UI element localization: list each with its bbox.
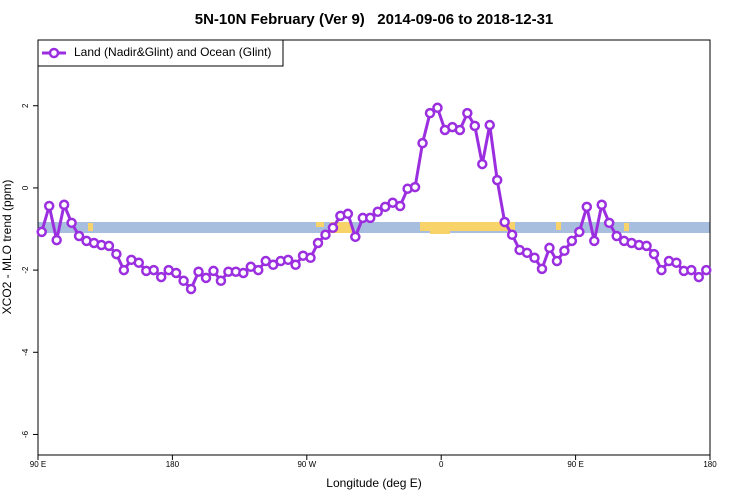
data-point <box>469 120 481 132</box>
y-tick-label: 2 <box>21 103 30 108</box>
land-mask <box>88 222 629 234</box>
data-point <box>656 264 667 276</box>
data-point <box>477 158 488 170</box>
data-point <box>701 264 712 276</box>
data-point <box>424 107 436 119</box>
data-point <box>499 216 510 228</box>
data-point <box>208 265 219 277</box>
data-point <box>185 283 197 295</box>
y-tick-label: 0 <box>21 185 30 190</box>
data-point <box>66 217 77 229</box>
legend-box <box>37 39 284 67</box>
x-tick-label: 90 E <box>567 460 583 469</box>
data-point <box>506 229 518 241</box>
data-point <box>462 107 473 119</box>
data-point <box>58 199 70 211</box>
x-tick-label: 90 W <box>297 460 316 469</box>
data-point <box>327 222 339 234</box>
data-point <box>342 208 354 220</box>
legend-label: Land (Nadir&Glint) and Ocean (Glint) <box>74 45 271 59</box>
data-point <box>551 255 563 267</box>
data-point <box>379 201 391 213</box>
data-point <box>603 217 615 229</box>
data-point <box>350 231 361 243</box>
data-point <box>648 248 660 260</box>
data-point <box>36 226 47 238</box>
data-point <box>484 119 495 131</box>
data-point <box>596 199 607 211</box>
data-point <box>611 230 622 242</box>
data-point <box>320 229 331 241</box>
data-point <box>193 266 204 277</box>
data-point <box>312 237 324 249</box>
data-point <box>581 201 593 213</box>
data-point <box>589 235 600 247</box>
data-point <box>103 240 115 252</box>
data-point <box>133 257 145 268</box>
y-tick-label: -2 <box>21 266 30 274</box>
data-point <box>529 252 540 264</box>
data-point <box>671 257 682 268</box>
data-point <box>200 272 212 284</box>
data-point <box>51 234 62 246</box>
data-point <box>686 264 697 276</box>
data-point <box>693 271 705 283</box>
data-point <box>521 247 533 259</box>
legend-marker <box>48 47 60 59</box>
data-point <box>544 242 555 254</box>
chart-title: 5N-10N February (Ver 9) 2014-09-06 to 20… <box>195 11 554 28</box>
data-point <box>559 245 570 257</box>
data-point <box>394 200 406 212</box>
data-point <box>73 230 85 242</box>
x-tick-label: 90 E <box>30 460 46 469</box>
data-point <box>432 102 443 114</box>
data-point <box>170 267 182 279</box>
data-point <box>215 275 227 287</box>
data-point <box>372 206 383 218</box>
x-tick-label: 0 <box>439 460 444 469</box>
data-point <box>305 252 316 264</box>
data-point <box>536 263 548 275</box>
data-point <box>409 181 421 193</box>
data-point <box>282 254 294 266</box>
data-point <box>178 275 189 287</box>
data-point <box>111 248 122 260</box>
data-point <box>155 271 167 283</box>
data-point <box>253 264 264 276</box>
x-tick-label: 180 <box>166 460 180 469</box>
data-point <box>148 264 159 276</box>
data-point <box>365 212 376 224</box>
plot-frame <box>37 39 711 456</box>
y-axis-label: XCO2 - MLO trend (ppm) <box>0 180 14 315</box>
data-point <box>491 174 503 186</box>
data-point <box>118 264 130 276</box>
x-tick-label: 180 <box>703 460 717 469</box>
data-point <box>417 137 428 149</box>
x-axis-label: Longitude (deg E) <box>326 476 421 490</box>
data-point <box>290 259 301 271</box>
data-point <box>641 240 652 252</box>
data-point <box>454 124 466 136</box>
y-tick-label: -6 <box>21 430 30 438</box>
data-point <box>574 226 585 238</box>
data-point <box>238 267 249 279</box>
data-point <box>43 200 55 212</box>
y-tick-label: -4 <box>21 348 30 356</box>
data-point <box>566 235 578 247</box>
land-strip <box>38 222 710 233</box>
